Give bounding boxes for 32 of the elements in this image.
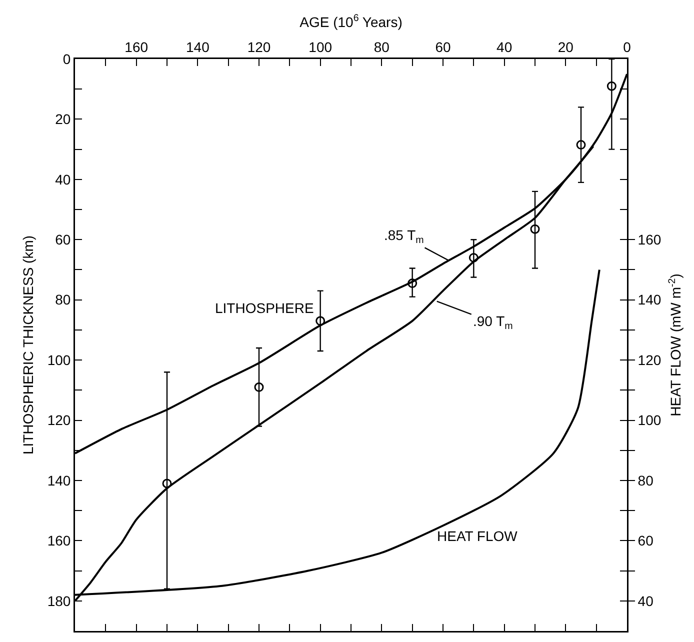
- x-tick-label: 60: [435, 38, 451, 55]
- y2-tick-label: 100: [638, 412, 662, 428]
- annotation: .90 T$_{m}$: [473, 313, 513, 332]
- annotation: .85 T$_{m}$: [384, 227, 424, 246]
- x-tick-label: 160: [124, 38, 148, 55]
- x-tick-label: 120: [247, 38, 271, 55]
- y-tick-label: 180: [47, 592, 71, 609]
- y2-tick-label: 160: [638, 232, 662, 248]
- x-tick-label: 100: [308, 38, 332, 55]
- y2-tick-label: 60: [638, 532, 654, 549]
- y-tick-label: 100: [47, 352, 71, 368]
- y-axis-title: LITHOSPHERIC THICKNESS (km): [20, 235, 36, 455]
- y2-tick-label: 140: [638, 292, 662, 308]
- x-tick-label: 40: [496, 38, 512, 55]
- y-tick-label: 60: [55, 232, 71, 248]
- y2-tick-label: 120: [638, 352, 662, 368]
- y-tick-label: 0: [62, 50, 71, 67]
- y-tick-label: 20: [55, 111, 71, 128]
- y-tick-label: 40: [55, 171, 71, 188]
- x-tick-label: 20: [558, 38, 574, 55]
- annotation: HEAT FLOW: [437, 528, 518, 544]
- x-tick-label: 0: [623, 38, 632, 55]
- y-tick-label: 80: [55, 292, 71, 308]
- x-tick-label: 140: [186, 38, 210, 55]
- y-tick-label: 120: [47, 412, 71, 428]
- y-tick-label: 160: [47, 532, 71, 549]
- x-axis-title: AGE (10$^{6}$ Years): [300, 12, 402, 30]
- y-tick-label: 140: [47, 472, 71, 488]
- x-tick-label: 80: [374, 38, 390, 55]
- y2-tick-label: 80: [638, 472, 654, 488]
- y2-tick-label: 40: [638, 592, 654, 609]
- annotation: LITHOSPHERE: [215, 300, 314, 316]
